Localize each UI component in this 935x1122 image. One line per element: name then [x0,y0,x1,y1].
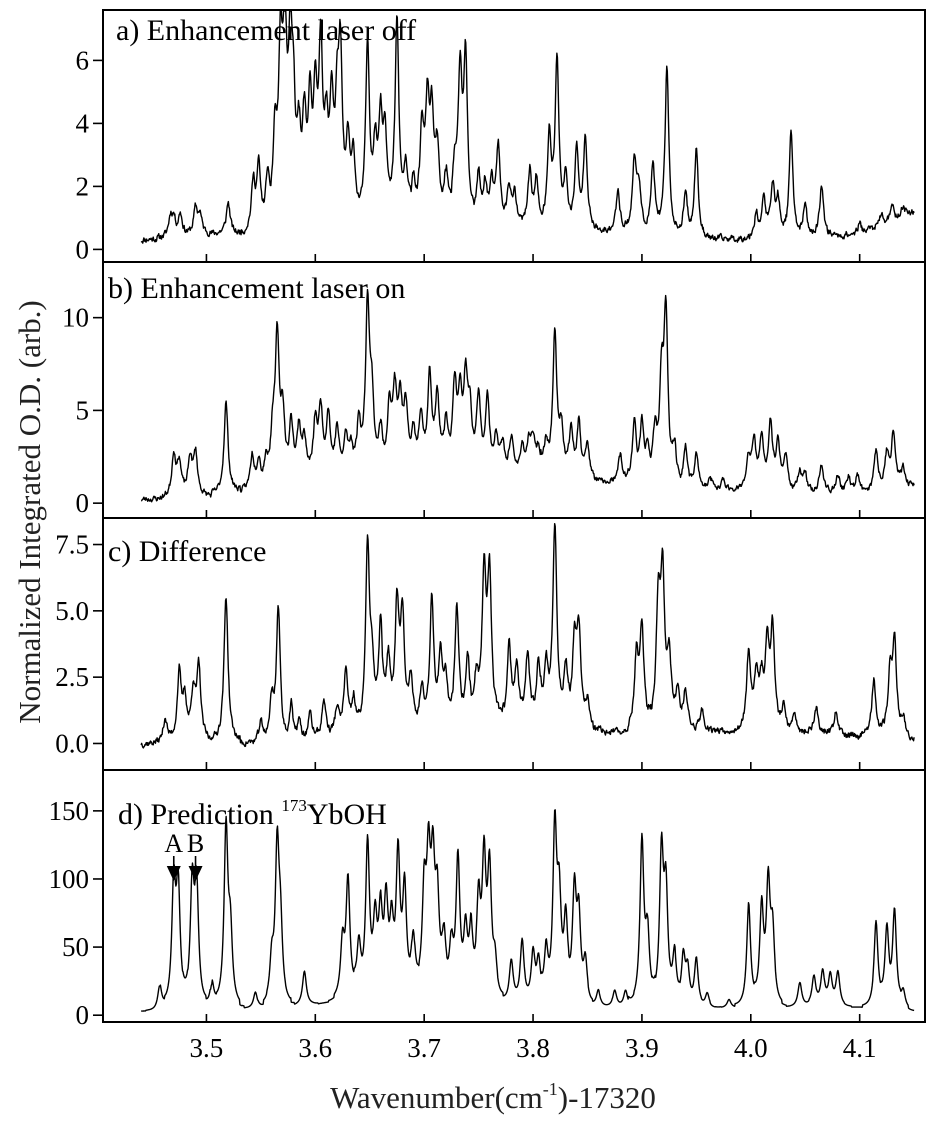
annotation-B-label: B [187,829,204,858]
plot-frame [102,9,926,1023]
panel-d-label-superscript: 173 [281,796,307,815]
panel-a-y-tick-label-2: 2 [76,171,90,201]
panel-d-y-tick-label-0: 0 [76,1000,90,1030]
panel-a-spectrum-line [140,10,915,244]
panel-c-y-tick-label-7.5: 7.5 [55,530,89,560]
y-axis-label: Normalized Integrated O.D. (arb.) [12,300,47,723]
x-axis-label-superscript: -1 [543,1079,558,1099]
tick-layer: 3.5 3.6 3.7 3.8 3.9 4.0 4.1 0 2 4 6 0 5 10 0.0 2.5 5.0 7.… [49,45,877,1063]
x-tick-label-3.6: 3.6 [298,1033,332,1063]
panel-c-label: c) Difference [108,535,267,568]
x-tick-label-3.5: 3.5 [190,1033,224,1063]
panel-b-y-tick-label-5: 5 [76,395,90,425]
x-axis-label-main: Wavenumber(cm [330,1080,543,1115]
panel-b-y-tick-label-10: 10 [62,303,89,333]
panel-b-y-tick-label-0: 0 [76,488,90,518]
panel-a-y-tick-label-0: 0 [76,234,90,264]
panel-c-y-tick-label-0.0: 0.0 [55,728,89,758]
annotation-A-label: A [164,829,183,858]
x-axis-label-tail: )-17320 [558,1080,656,1115]
panel-d-label-tail: YbOH [307,798,387,831]
x-axis-label: Wavenumber(cm-1)-17320 [330,1079,656,1115]
panel-d-label-main: d) Prediction [118,798,281,831]
panel-c-y-tick-label-2.5: 2.5 [55,662,89,692]
x-tick-label-3.7: 3.7 [407,1033,441,1063]
frame-layer [102,9,926,1023]
panel-c-y-tick-label-5.0: 5.0 [55,596,89,626]
x-tick-label-4.0: 4.0 [734,1033,768,1063]
panel-d-y-tick-label-150: 150 [49,796,90,826]
annotation-A-arrow-head [166,866,181,881]
panel-a-label: a) Enhancement laser off [116,14,416,47]
panel-d-spectrum-line [140,809,915,1012]
panel-c-spectrum-line [140,522,915,749]
x-tick-label-3.9: 3.9 [625,1033,659,1063]
panel-b-spectrum-line [140,288,915,503]
panel-b-label: b) Enhancement laser on [108,272,405,305]
x-tick-label-4.1: 4.1 [843,1033,877,1063]
annotation-B-arrow-head [188,866,203,881]
panel-a-y-tick-label-4: 4 [76,108,90,138]
panel-d-y-tick-label-100: 100 [49,864,90,894]
panel-d-label: d) Prediction 173YbOH [118,796,387,831]
x-tick-label-3.8: 3.8 [516,1033,550,1063]
panel-a-y-tick-label-6: 6 [76,45,90,75]
panel-d-y-tick-label-50: 50 [62,932,89,962]
